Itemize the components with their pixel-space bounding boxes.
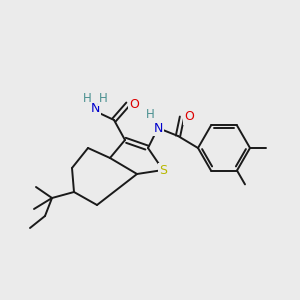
Text: H: H (99, 92, 107, 106)
Text: N: N (153, 122, 163, 134)
Text: S: S (159, 164, 167, 176)
Text: O: O (129, 98, 139, 110)
Text: H: H (82, 92, 91, 106)
Text: N: N (90, 101, 100, 115)
Text: O: O (184, 110, 194, 124)
Text: H: H (146, 109, 154, 122)
